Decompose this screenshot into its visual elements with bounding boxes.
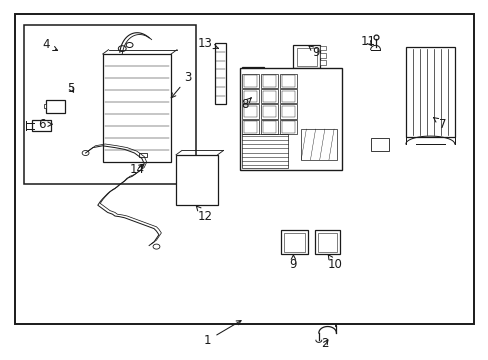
Text: 13: 13 <box>198 37 218 50</box>
Text: 14: 14 <box>129 163 144 176</box>
Bar <box>263 106 275 117</box>
Bar <box>242 134 288 168</box>
Bar <box>318 233 336 252</box>
Bar <box>320 53 325 58</box>
Text: 12: 12 <box>196 206 212 222</box>
Bar <box>15 14 473 324</box>
Circle shape <box>118 46 126 51</box>
Circle shape <box>126 42 133 48</box>
Bar <box>282 121 294 133</box>
Bar <box>282 90 294 102</box>
Text: 9: 9 <box>308 46 320 59</box>
Bar <box>244 90 256 102</box>
Bar <box>320 60 325 65</box>
Bar <box>261 120 278 134</box>
Bar <box>282 106 294 117</box>
Bar <box>315 230 339 254</box>
Text: 7: 7 <box>433 118 446 131</box>
Text: 1: 1 <box>203 321 241 347</box>
Bar <box>46 100 65 113</box>
Text: 9: 9 <box>289 255 297 271</box>
Bar <box>242 89 259 103</box>
Bar <box>176 155 217 205</box>
Bar <box>242 67 264 97</box>
Bar <box>261 74 278 88</box>
Bar <box>24 25 195 184</box>
Bar <box>405 47 454 137</box>
Bar <box>244 106 256 117</box>
Bar <box>263 75 275 86</box>
Bar <box>293 45 320 68</box>
Text: 3: 3 <box>171 71 192 98</box>
Bar <box>244 69 261 94</box>
Bar <box>244 121 256 133</box>
Text: 4: 4 <box>42 39 58 51</box>
Bar <box>244 75 256 86</box>
Bar <box>139 153 146 157</box>
Bar <box>281 230 307 254</box>
Text: 6: 6 <box>38 118 52 131</box>
Bar <box>284 233 305 252</box>
Bar <box>242 104 259 119</box>
Bar <box>279 74 296 88</box>
Bar <box>239 68 342 170</box>
Text: 2: 2 <box>321 337 328 350</box>
Bar <box>279 89 296 103</box>
Bar <box>263 121 275 133</box>
Bar <box>263 90 275 102</box>
Bar <box>320 46 325 50</box>
Text: 10: 10 <box>327 255 342 271</box>
Bar <box>32 120 51 131</box>
Bar <box>370 138 388 151</box>
Bar <box>282 75 294 86</box>
Bar <box>279 104 296 119</box>
Text: 5: 5 <box>67 82 75 95</box>
Bar <box>296 48 316 66</box>
Bar <box>102 54 171 162</box>
Bar <box>261 104 278 119</box>
Bar <box>279 120 296 134</box>
Circle shape <box>153 244 160 249</box>
Bar <box>301 129 337 160</box>
Bar <box>242 74 259 88</box>
Text: 11: 11 <box>360 35 375 48</box>
Bar <box>242 120 259 134</box>
Circle shape <box>82 150 89 156</box>
Bar <box>215 43 225 104</box>
Bar <box>261 89 278 103</box>
Text: 8: 8 <box>240 98 251 111</box>
Bar <box>44 104 46 108</box>
